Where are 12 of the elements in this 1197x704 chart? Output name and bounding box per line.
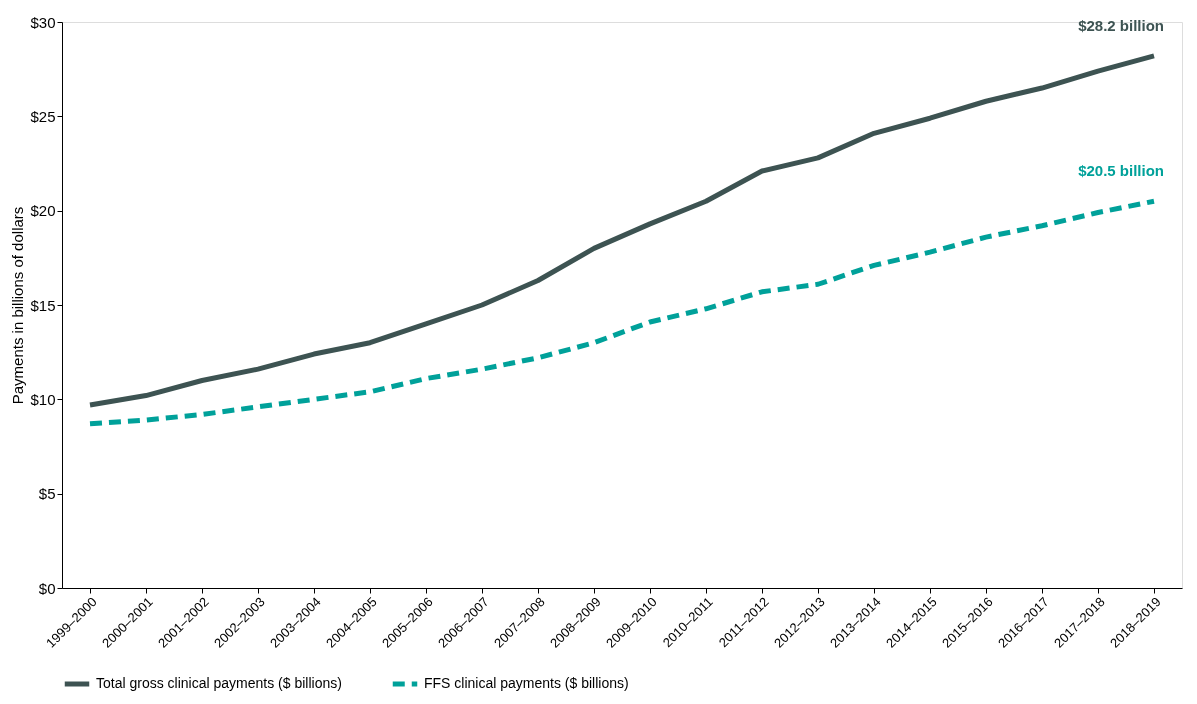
legend-label: Total gross clinical payments ($ billions)	[96, 675, 342, 691]
y-tick-label: $25	[30, 107, 56, 125]
y-tick-label: $5	[38, 485, 56, 503]
y-tick-label: $0	[38, 579, 56, 597]
annotation: $20.5 billion	[1078, 162, 1164, 180]
y-tick-label: $30	[30, 13, 56, 31]
legend-label: FFS clinical payments ($ billions)	[424, 675, 629, 691]
y-tick-label: $10	[30, 390, 56, 408]
y-tick-label: $15	[30, 296, 56, 314]
y-tick-label: $20	[30, 202, 56, 220]
y-axis-title: Payments in billions of dollars	[9, 206, 27, 405]
annotation: $28.2 billion	[1078, 16, 1164, 34]
